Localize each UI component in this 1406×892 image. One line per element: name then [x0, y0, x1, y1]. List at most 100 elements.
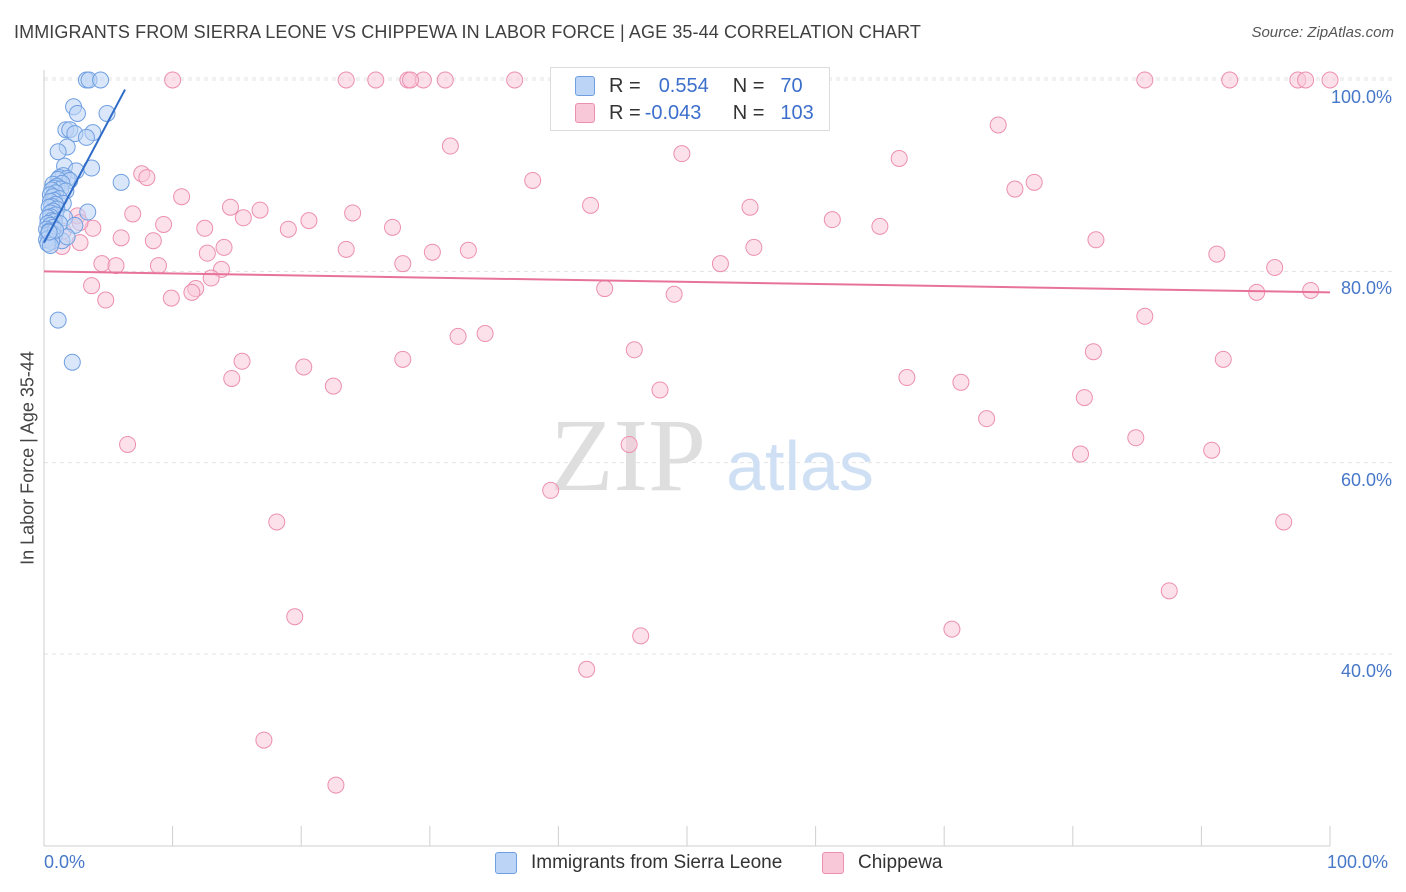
point-sierra-leone	[77, 128, 95, 146]
point-chippewa	[506, 71, 524, 89]
point-chippewa	[155, 215, 173, 233]
point-chippewa	[223, 369, 241, 387]
point-chippewa	[183, 283, 201, 301]
r-label: R =	[609, 101, 641, 124]
point-chippewa	[233, 352, 251, 370]
point-chippewa	[1136, 307, 1154, 325]
point-chippewa	[402, 71, 420, 89]
trend-lines	[43, 89, 1331, 294]
point-chippewa	[337, 240, 355, 258]
point-chippewa	[898, 369, 916, 387]
point-chippewa	[1266, 259, 1284, 277]
point-chippewa	[449, 327, 467, 345]
point-chippewa	[164, 71, 182, 89]
point-chippewa	[394, 350, 412, 368]
point-chippewa	[823, 211, 841, 229]
point-chippewa	[1275, 513, 1293, 531]
point-chippewa	[978, 410, 996, 428]
point-chippewa	[476, 325, 494, 343]
point-chippewa	[93, 255, 111, 273]
n-label: N =	[732, 74, 765, 97]
point-chippewa	[149, 257, 167, 275]
point-chippewa	[251, 201, 269, 219]
point-chippewa	[286, 608, 304, 626]
point-chippewa	[198, 244, 216, 262]
point-chippewa	[459, 241, 477, 259]
legend-item-chippewa[interactable]: Chippewa	[822, 852, 943, 874]
point-chippewa	[295, 358, 313, 376]
point-chippewa	[344, 204, 362, 222]
point-chippewa	[1136, 71, 1154, 89]
series-legend: Immigrants from Sierra Leone Chippewa	[0, 852, 1406, 878]
point-chippewa	[673, 145, 691, 163]
point-chippewa	[1160, 582, 1178, 600]
point-chippewa	[1025, 173, 1043, 191]
point-sierra-leone	[63, 353, 81, 371]
point-chippewa	[989, 116, 1007, 134]
point-chippewa	[1214, 350, 1232, 368]
legend-swatch-chippewa	[575, 103, 595, 123]
point-chippewa	[582, 196, 600, 214]
point-chippewa	[1203, 441, 1221, 459]
point-sierra-leone	[79, 203, 97, 221]
chart-title: IMMIGRANTS FROM SIERRA LEONE VS CHIPPEWA…	[14, 22, 922, 42]
watermark-atlas: atlas	[726, 427, 874, 505]
point-chippewa	[1087, 231, 1105, 249]
point-chippewa	[255, 731, 273, 749]
x-tick-label-min: 0.0%	[44, 852, 86, 872]
legend-label-sierra-leone: Immigrants from Sierra Leone	[531, 852, 783, 873]
point-chippewa	[1072, 445, 1090, 463]
point-chippewa	[144, 232, 162, 250]
point-chippewa	[1127, 429, 1145, 447]
point-sierra-leone	[68, 104, 86, 122]
point-chippewa	[1006, 180, 1024, 198]
series-sierra-leone-points	[38, 71, 130, 371]
point-chippewa	[97, 291, 115, 309]
watermark: ZIP atlas	[550, 398, 874, 513]
trend-line-sierra-leone	[43, 89, 126, 244]
n-value-chippewa: 103	[780, 101, 814, 124]
point-chippewa	[596, 280, 614, 298]
point-chippewa	[665, 285, 683, 303]
point-chippewa	[741, 198, 759, 216]
point-chippewa	[268, 513, 286, 531]
n-value-sierra-leone: 70	[780, 74, 803, 97]
point-chippewa	[1208, 245, 1226, 263]
watermark-zip: ZIP	[550, 398, 706, 513]
point-chippewa	[234, 209, 252, 227]
point-chippewa	[324, 377, 342, 395]
point-chippewa	[1302, 281, 1320, 299]
point-chippewa	[221, 198, 239, 216]
point-chippewa	[196, 219, 214, 237]
point-chippewa	[871, 217, 889, 235]
r-value-chippewa: -0.043	[644, 101, 702, 124]
point-chippewa	[279, 220, 297, 238]
point-chippewa	[300, 212, 318, 230]
legend-label-chippewa: Chippewa	[858, 852, 943, 873]
r-value-sierra-leone: 0.554	[658, 74, 709, 97]
y-tick-label: 80.0%	[1340, 278, 1392, 299]
point-chippewa	[943, 620, 961, 638]
legend-swatch-sierra-leone	[575, 76, 595, 96]
point-chippewa	[436, 71, 454, 89]
point-chippewa	[524, 171, 542, 189]
point-chippewa	[327, 776, 345, 794]
trend-line-chippewa	[43, 270, 1331, 294]
point-chippewa	[124, 205, 142, 223]
point-chippewa	[107, 257, 125, 275]
legend-item-sierra-leone[interactable]: Immigrants from Sierra Leone	[495, 852, 782, 874]
point-chippewa	[162, 289, 180, 307]
n-label: N =	[732, 101, 765, 124]
x-tick-label-max: 100.0%	[1327, 852, 1389, 872]
point-chippewa	[625, 341, 643, 359]
point-chippewa	[1248, 283, 1266, 301]
point-chippewa	[578, 660, 596, 678]
point-chippewa	[173, 188, 191, 206]
point-chippewa	[1075, 389, 1093, 407]
correlation-legend: R = 0.554 N = 70 R = -0.043 N = 103	[550, 67, 830, 131]
point-chippewa	[112, 229, 130, 247]
y-tick-label: 100.0%	[1330, 87, 1392, 107]
point-chippewa	[890, 149, 908, 167]
y-tick-label: 60.0%	[1340, 469, 1392, 490]
